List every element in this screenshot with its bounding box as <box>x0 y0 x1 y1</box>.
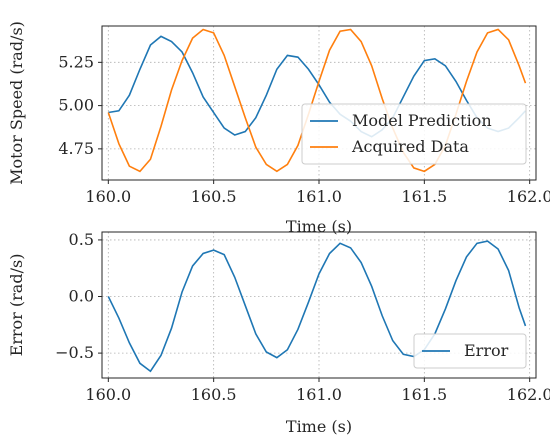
x-tick-label: 160.0 <box>85 187 131 206</box>
x-tick-label: 160.5 <box>191 187 237 206</box>
x-tick-label: 161.5 <box>401 187 447 206</box>
y-tick-label: 0.0 <box>69 287 94 306</box>
y-axis-label: Error (rad/s) <box>7 254 26 357</box>
legend-label: Model Prediction <box>352 111 492 130</box>
y-tick-label: 5.25 <box>58 52 94 71</box>
x-tick-label: 161.5 <box>401 385 447 404</box>
chart-panel-1: 160.0 160.5 161.0 161.5 162.0 4.75 5.00 5.25 Tim… <box>7 21 550 236</box>
x-tick-label: 160.5 <box>191 385 237 404</box>
x-axis-label: Time (s) <box>286 417 352 436</box>
legend: Model Prediction Acquired Data <box>301 103 527 165</box>
legend-box <box>301 103 527 165</box>
y-tick-label: 0.5 <box>69 230 94 249</box>
x-axis-label: Time (s) <box>286 217 352 236</box>
series-line-error <box>107 240 527 373</box>
legend-label: Error <box>464 341 509 360</box>
chart-panel-2: 160.0 160.5 161.0 161.5 162.0 −0.5 0.0 0.5 Time … <box>7 230 550 436</box>
x-tick-label: 161.0 <box>296 385 342 404</box>
x-tick-label: 161.0 <box>296 187 342 206</box>
series-line-acquired-data <box>107 28 527 173</box>
x-tick-label: 162.0 <box>507 385 550 404</box>
y-tick-label: −0.5 <box>55 343 94 362</box>
legend: Error <box>413 333 527 369</box>
legend-box <box>413 333 527 369</box>
x-tick-label: 162.0 <box>507 187 550 206</box>
y-tick-label: 4.75 <box>58 139 94 158</box>
x-tick-label: 160.0 <box>85 385 131 404</box>
y-axis-label: Motor Speed (rad/s) <box>7 21 26 185</box>
y-tick-label: 5.00 <box>58 96 94 115</box>
legend-label: Acquired Data <box>351 137 469 156</box>
series-line-model-prediction <box>108 35 527 138</box>
